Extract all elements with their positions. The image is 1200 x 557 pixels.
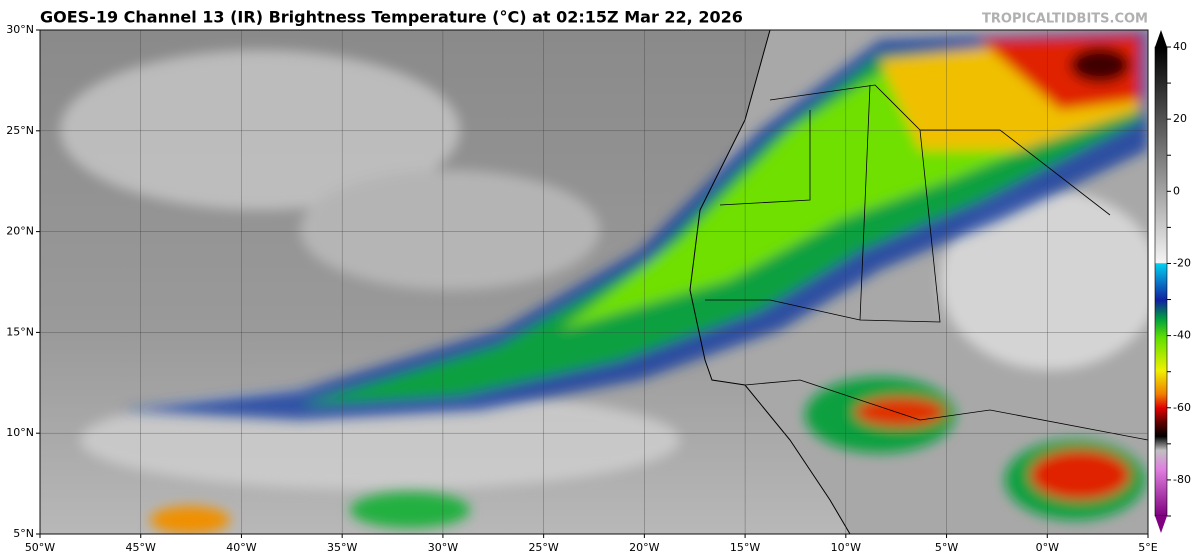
lon-label: 40°W (226, 541, 256, 554)
lon-label: 5°E (1138, 541, 1157, 554)
lat-label: 30°N (6, 23, 34, 36)
credit: TROPICALTIDBITS.COM (982, 12, 1148, 27)
lon-label: 5°W (935, 541, 958, 554)
lat-label: 5°N (13, 527, 34, 540)
lon-label: 0°W (1036, 541, 1059, 554)
title: GOES-19 Channel 13 (IR) Brightness Tempe… (40, 8, 743, 27)
lat-label: 20°N (6, 225, 34, 238)
lon-label: 15°W (730, 541, 760, 554)
lon-label: 30°W (428, 541, 458, 554)
lon-label: 10°W (831, 541, 861, 554)
colorbar (1154, 46, 1168, 517)
lon-label: 25°W (528, 541, 558, 554)
colorbar-label: -40 (1173, 329, 1191, 342)
colorbar-label: 0 (1173, 184, 1180, 197)
lon-label: 45°W (126, 541, 156, 554)
lon-label: 50°W (25, 541, 55, 554)
colorbar-extend (1155, 516, 1167, 533)
lon-label: 35°W (327, 541, 357, 554)
lat-label: 15°N (6, 325, 34, 338)
lat-label: 10°N (6, 426, 34, 439)
colorbar-extend (1155, 30, 1167, 47)
colorbar-label: 20 (1173, 112, 1187, 125)
lon-label: 20°W (629, 541, 659, 554)
imagery (40, 30, 1148, 534)
colorbar-label: -80 (1173, 473, 1191, 486)
colorbar-label: 40 (1173, 40, 1187, 53)
colorbar-label: -60 (1173, 401, 1191, 414)
colorbar-label: -20 (1173, 256, 1191, 269)
lat-label: 25°N (6, 124, 34, 137)
